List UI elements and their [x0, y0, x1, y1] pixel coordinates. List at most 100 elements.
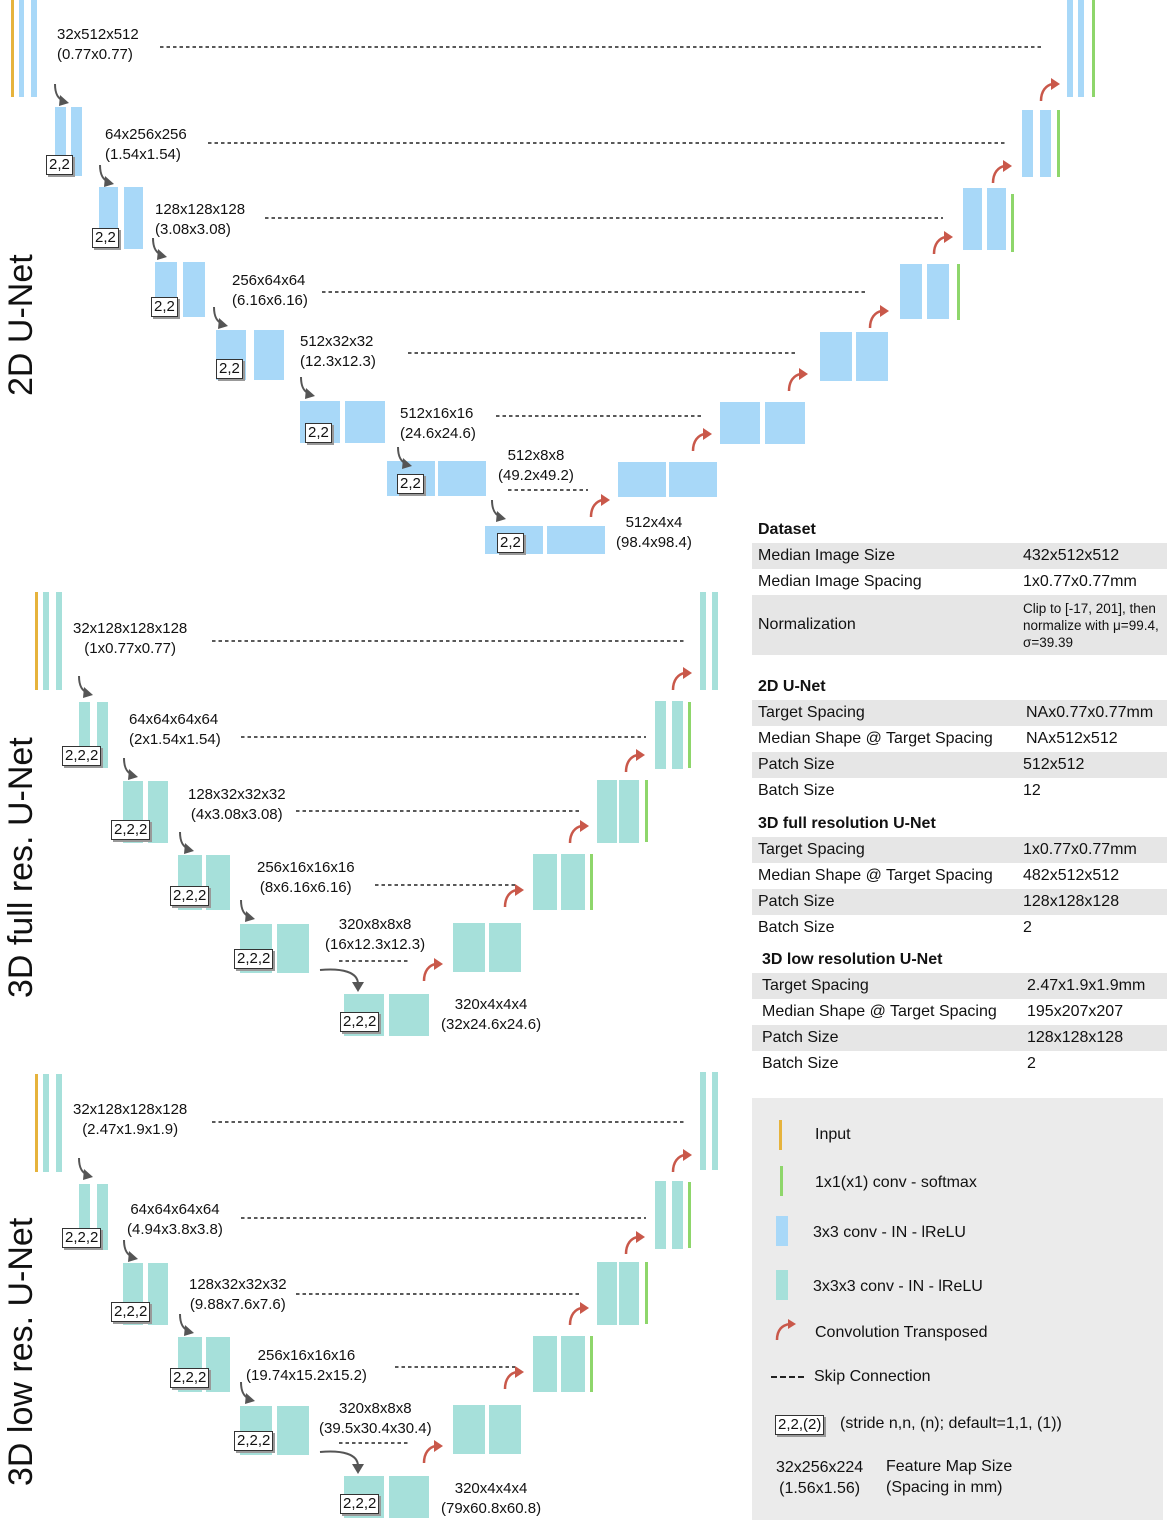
conv-block	[720, 402, 760, 444]
conv-block	[206, 855, 230, 910]
table-row: Batch Size 2	[758, 919, 1032, 936]
downsample-arrowhead	[496, 511, 506, 522]
legend-skip-label: Skip Connection	[814, 1368, 931, 1385]
feature-map-label: 64x64x64x64 (4.94x3.8x3.8)	[127, 1201, 223, 1238]
table-row: Target Spacing NAx0.77x0.77mm	[752, 700, 1167, 726]
conv-block	[56, 592, 62, 690]
downsample-arrowhead	[245, 1393, 255, 1404]
downsample-arrowhead	[184, 843, 194, 854]
feature-map-label: 256x64x64 (6.16x6.16)	[232, 272, 308, 309]
upsample-arrowhead	[703, 428, 712, 440]
conv-block	[700, 1072, 706, 1170]
feature-map-label: 512x16x16 (24.6x24.6)	[400, 405, 476, 442]
table-title: 3D low resolution U-Net	[762, 951, 943, 968]
legend-input-label: Input	[815, 1126, 851, 1143]
downsample-arrowhead	[305, 388, 315, 399]
table-title: 2D U-Net	[758, 678, 826, 695]
softmax-bar	[590, 854, 593, 910]
conv-block	[927, 264, 949, 319]
softmax-bar	[645, 780, 648, 842]
softmax-bar	[1011, 194, 1014, 252]
input-bar	[35, 1074, 38, 1172]
stride-box: 2,2,2	[170, 886, 210, 906]
skip-line-icon	[771, 1376, 804, 1378]
conv-block	[254, 330, 284, 380]
softmax-swatch-icon	[780, 1166, 783, 1196]
upsample-arrowhead	[944, 231, 953, 243]
conv-block	[19, 0, 24, 97]
upsample-arrowhead	[1051, 78, 1060, 90]
downsample-arrowhead	[218, 318, 228, 329]
conv-block	[489, 1405, 521, 1454]
feature-map-label: 64x64x64x64 (2x1.54x1.54)	[129, 711, 221, 748]
downsample-arrowhead	[83, 687, 93, 698]
conv-block	[97, 702, 108, 768]
input-bar	[11, 0, 14, 97]
legend-conv3d-label: 3x3x3 conv - IN - lReLU	[813, 1278, 983, 1295]
feature-map-label: 320x8x8x8 (39.5x30.4x30.4)	[319, 1400, 432, 1437]
conv-block	[71, 107, 82, 176]
conv-block	[672, 701, 683, 769]
conv-block	[547, 526, 605, 554]
feature-map-label: 512x8x8 (49.2x49.2)	[498, 447, 574, 484]
conv-block	[900, 264, 922, 319]
upsample-arrowhead	[1003, 160, 1012, 172]
upsample-arrowhead	[880, 305, 889, 317]
downsample-arrowhead	[59, 95, 69, 106]
stride-box: 2,2	[92, 228, 119, 248]
downsample-arrowhead	[402, 458, 412, 469]
full3d-table: 3D full resolution U-Net Target Spacing 1…	[752, 811, 1167, 941]
feature-map-label: 128x32x32x32 (4x3.08x3.08)	[188, 786, 286, 823]
feature-map-label: 512x32x32 (12.3x12.3)	[300, 333, 376, 370]
conv-block	[43, 1074, 49, 1172]
conv-block	[1078, 0, 1084, 97]
conv-block	[438, 461, 486, 496]
transposed-arrow-icon	[775, 1319, 796, 1341]
upsample-arrowhead	[636, 749, 645, 761]
feature-map-label: 256x16x16x16 (8x6.16x6.16)	[257, 859, 355, 896]
table-row: Normalization Clip to [-17, 201], then no…	[752, 595, 1167, 655]
softmax-bar	[1092, 0, 1095, 97]
softmax-bar	[688, 1182, 691, 1248]
downsample-arrowhead	[128, 769, 138, 780]
table-title: 3D full resolution U-Net	[758, 815, 936, 832]
conv-block	[672, 1181, 683, 1249]
conv-block	[148, 1263, 168, 1325]
section-title-3d-low-unet: 3D low res. U-Net	[2, 1217, 40, 1486]
conv-block	[56, 1074, 62, 1172]
conv-block	[669, 462, 717, 497]
softmax-bar	[957, 264, 960, 320]
conv-block	[561, 854, 585, 910]
downsample-arrowhead	[352, 1464, 364, 1474]
conv-block	[1022, 110, 1033, 177]
conv-block	[389, 994, 429, 1036]
downsample-arrow	[319, 968, 359, 985]
stride-box: 2,2	[216, 359, 243, 379]
conv-block	[1067, 0, 1073, 97]
legend-feature-map-desc: Feature Map Size (Spacing in mm)	[886, 1458, 1013, 1496]
table-row: Median Shape @ Target Spacing 482x512x512	[758, 867, 1120, 884]
conv-block	[655, 701, 666, 769]
stride-box: 2,2	[305, 423, 332, 443]
conv-block	[389, 1476, 429, 1518]
conv-block	[619, 1262, 639, 1325]
conv2d-swatch-icon	[776, 1216, 788, 1246]
conv-block	[489, 923, 521, 972]
conv-block	[183, 262, 205, 317]
feature-map-label: 64x256x256 (1.54x1.54)	[105, 126, 187, 163]
stride-box: 2,2,2	[234, 1431, 274, 1451]
upsample-arrowhead	[515, 1366, 524, 1378]
table-row: Median Image Size 432x512x512	[752, 543, 1167, 569]
stride-box: 2,2,2	[340, 1494, 380, 1514]
softmax-bar	[1057, 110, 1060, 177]
dataset-table: Dataset Median Image Size 432x512x512 Med…	[752, 517, 1167, 655]
softmax-bar	[590, 1336, 593, 1392]
stride-box: 2,2,2	[111, 820, 151, 840]
table-row: Batch Size 12	[758, 782, 1041, 799]
softmax-bar	[645, 1262, 648, 1324]
input-swatch-icon	[779, 1120, 782, 1150]
downsample-arrowhead	[83, 1169, 93, 1180]
downsample-arrowhead	[104, 176, 114, 187]
feature-map-label: 320x8x8x8 (16x12.3x12.3)	[325, 916, 426, 953]
